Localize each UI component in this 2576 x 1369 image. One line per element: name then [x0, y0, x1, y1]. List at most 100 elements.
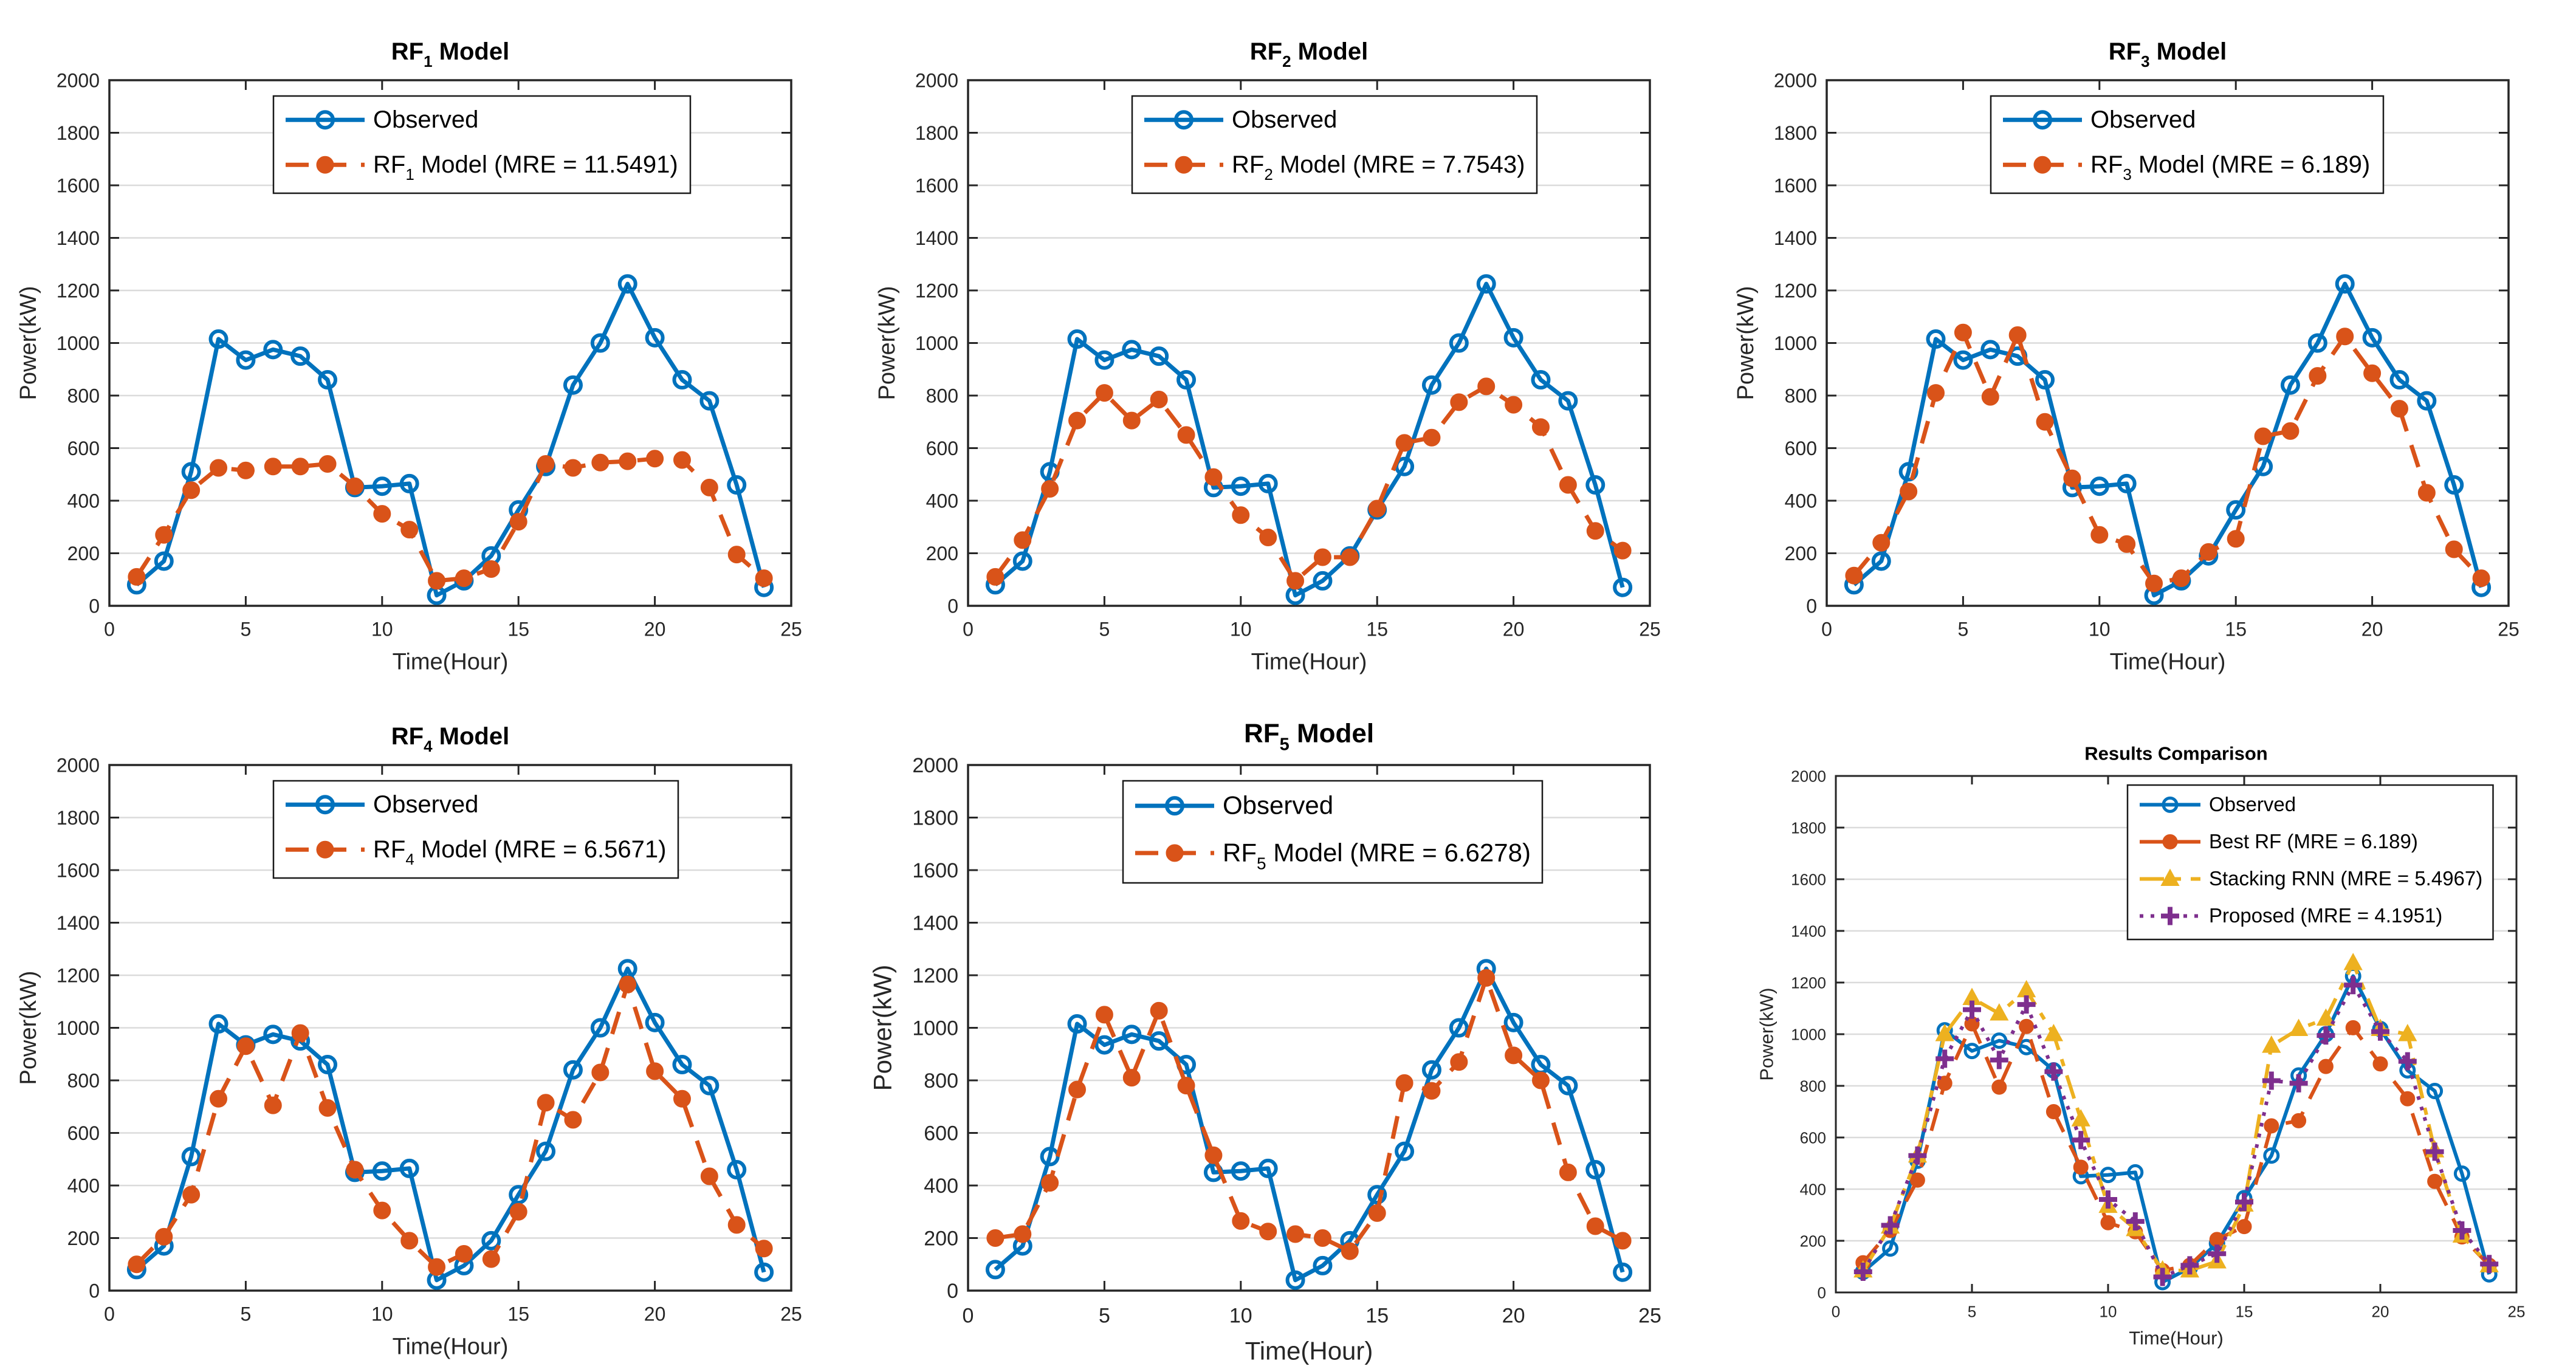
- x-tick-labels: 0 5 10 15 20 25: [963, 619, 1661, 640]
- svg-text:0: 0: [947, 1280, 958, 1303]
- svg-text:15: 15: [507, 1303, 529, 1325]
- y-axis-label: Power(kW): [874, 286, 900, 400]
- svg-text:800: 800: [67, 1070, 100, 1092]
- svg-text:15: 15: [1365, 1305, 1389, 1328]
- legend-box: [272, 95, 692, 194]
- svg-text:1200: 1200: [57, 965, 100, 987]
- legend-entry: Observed: [1144, 106, 1337, 133]
- rf5-model-plot: 0 5 10 15 20 25 0 200 400 600 800 1000 1200 1400 1600 1…: [868, 719, 1661, 1365]
- chart-title: RF1 Model: [391, 38, 509, 70]
- rf1-model-plot: 0 5 10 15 20 25 0 200 400 600 800 1000 1200 1400 1600 1…: [16, 38, 802, 675]
- chart-cell-rf5-model: 0 5 10 15 20 25 0 200 400 600 800 1000 1200 1400 1600 1…: [859, 685, 1717, 1369]
- svg-text:1600: 1600: [1791, 870, 1826, 888]
- legend-entry: Proposed (MRE = 4.1951): [2140, 904, 2442, 927]
- svg-text:0: 0: [104, 1303, 115, 1325]
- svg-text:10: 10: [1229, 1305, 1252, 1328]
- series-stacking-rnn-mre-5-4967: [1853, 953, 2499, 1278]
- legend-box: [272, 780, 679, 879]
- tick-marks: [967, 79, 1651, 607]
- legend-label: Proposed (MRE = 4.1951): [2209, 904, 2442, 927]
- svg-text:25: 25: [780, 1303, 802, 1325]
- svg-text:0: 0: [947, 595, 958, 617]
- x-tick-labels: 0 5 10 15 20 25: [104, 1303, 802, 1325]
- svg-text:20: 20: [1503, 619, 1525, 640]
- series-rf4-model-mre-6-5671: [128, 975, 773, 1276]
- x-axis-label: Time(Hour): [2129, 1327, 2224, 1348]
- svg-text:1600: 1600: [57, 175, 100, 197]
- svg-text:0: 0: [104, 619, 115, 640]
- legend-entry: Observed: [286, 106, 478, 133]
- series-rf3-model-mre-6-189: [1845, 323, 2490, 592]
- svg-text:600: 600: [67, 1122, 100, 1144]
- svg-text:20: 20: [1502, 1305, 1525, 1328]
- tick-marks: [108, 764, 792, 1292]
- x-axis-label: Time(Hour): [2110, 650, 2226, 675]
- x-axis-label: Time(Hour): [393, 1334, 509, 1360]
- legend-label: Observed: [2090, 106, 2196, 133]
- series-proposed-mre-4-1951: [1853, 976, 2499, 1286]
- svg-text:1000: 1000: [57, 332, 100, 354]
- legend-label: RF5 Model (MRE = 6.6278): [1223, 838, 1531, 873]
- y-axis-label: Power(kW): [16, 971, 41, 1085]
- legend: Observed RF3 Model (MRE = 6.189): [1990, 95, 2385, 194]
- svg-text:400: 400: [926, 490, 958, 512]
- svg-text:20: 20: [2372, 1302, 2389, 1320]
- legend-label: Stacking RNN (MRE = 5.4967): [2209, 867, 2482, 890]
- svg-text:25: 25: [780, 619, 802, 640]
- svg-text:1800: 1800: [912, 807, 958, 830]
- legend-entry: RF3 Model (MRE = 6.189): [2003, 151, 2370, 184]
- legend-box: [1122, 780, 1544, 884]
- svg-text:15: 15: [507, 619, 529, 640]
- x-tick-labels: 0 5 10 15 20 25: [963, 1305, 1661, 1328]
- tick-marks: [108, 79, 792, 607]
- chart-cell-rf3-model: 0 5 10 15 20 25 0 200 400 600 800 1000 1200 1400 1600 1…: [1717, 0, 2576, 684]
- series-observed: [126, 959, 774, 1290]
- y-tick-labels: 0 200 400 600 800 1000 1200 1400 1600 1800 2000: [57, 70, 100, 617]
- y-axis-label: Power(kW): [868, 965, 896, 1091]
- svg-text:15: 15: [2225, 619, 2247, 640]
- svg-text:15: 15: [1366, 619, 1388, 640]
- legend-entry: RF1 Model (MRE = 11.5491): [286, 151, 678, 184]
- x-tick-labels: 0 5 10 15 20 25: [104, 619, 802, 640]
- legend-box: [1131, 95, 1538, 194]
- svg-text:1400: 1400: [915, 227, 958, 249]
- series-observed: [985, 274, 1633, 605]
- svg-text:0: 0: [1832, 1302, 1840, 1320]
- svg-text:400: 400: [924, 1175, 958, 1198]
- legend: Observed RF2 Model (MRE = 7.7543): [1131, 95, 1538, 194]
- y-tick-labels: 0 200 400 600 800 1000 1200 1400 1600 1800 2000: [1774, 70, 1817, 617]
- svg-text:15: 15: [2236, 1302, 2253, 1320]
- svg-text:2000: 2000: [912, 754, 958, 777]
- svg-text:0: 0: [963, 619, 974, 640]
- svg-text:20: 20: [644, 619, 666, 640]
- svg-text:1000: 1000: [912, 1017, 958, 1040]
- series-rf1-model-mre-11-5491: [128, 450, 773, 590]
- y-axis-label: Power(kW): [16, 286, 41, 400]
- legend-label: RF4 Model (MRE = 6.5671): [373, 836, 666, 868]
- svg-text:1400: 1400: [1791, 922, 1826, 940]
- svg-text:2000: 2000: [57, 755, 100, 777]
- results-comparison-plot: 0 5 10 15 20 25 0 200 400 600 800 1000 1200 1400 1600 1…: [1756, 743, 2526, 1349]
- svg-text:0: 0: [963, 1305, 974, 1328]
- legend-entry: RF4 Model (MRE = 6.5671): [286, 836, 666, 868]
- legend-label: Observed: [1232, 106, 1337, 133]
- svg-text:5: 5: [1099, 1305, 1110, 1328]
- svg-text:20: 20: [2361, 619, 2383, 640]
- svg-text:25: 25: [1639, 619, 1661, 640]
- svg-text:1000: 1000: [1791, 1025, 1826, 1043]
- series-rf5-model-mre-6-6278: [986, 969, 1632, 1260]
- svg-text:1800: 1800: [1791, 818, 1826, 837]
- svg-text:10: 10: [371, 619, 393, 640]
- svg-text:600: 600: [1800, 1128, 1826, 1147]
- svg-text:1800: 1800: [57, 807, 100, 829]
- svg-text:1200: 1200: [1791, 973, 1826, 992]
- svg-text:1000: 1000: [57, 1017, 100, 1039]
- svg-text:0: 0: [89, 595, 100, 617]
- svg-text:20: 20: [644, 1303, 666, 1325]
- chart-cell-results-comparison: 0 5 10 15 20 25 0 200 400 600 800 1000 1200 1400 1600 1…: [1717, 685, 2576, 1369]
- svg-text:10: 10: [371, 1303, 393, 1325]
- legend-box: [2126, 784, 2494, 941]
- legend-entry: RF2 Model (MRE = 7.7543): [1144, 151, 1525, 184]
- svg-text:1800: 1800: [915, 122, 958, 144]
- legend: Observed RF5 Model (MRE = 6.6278): [1122, 780, 1544, 884]
